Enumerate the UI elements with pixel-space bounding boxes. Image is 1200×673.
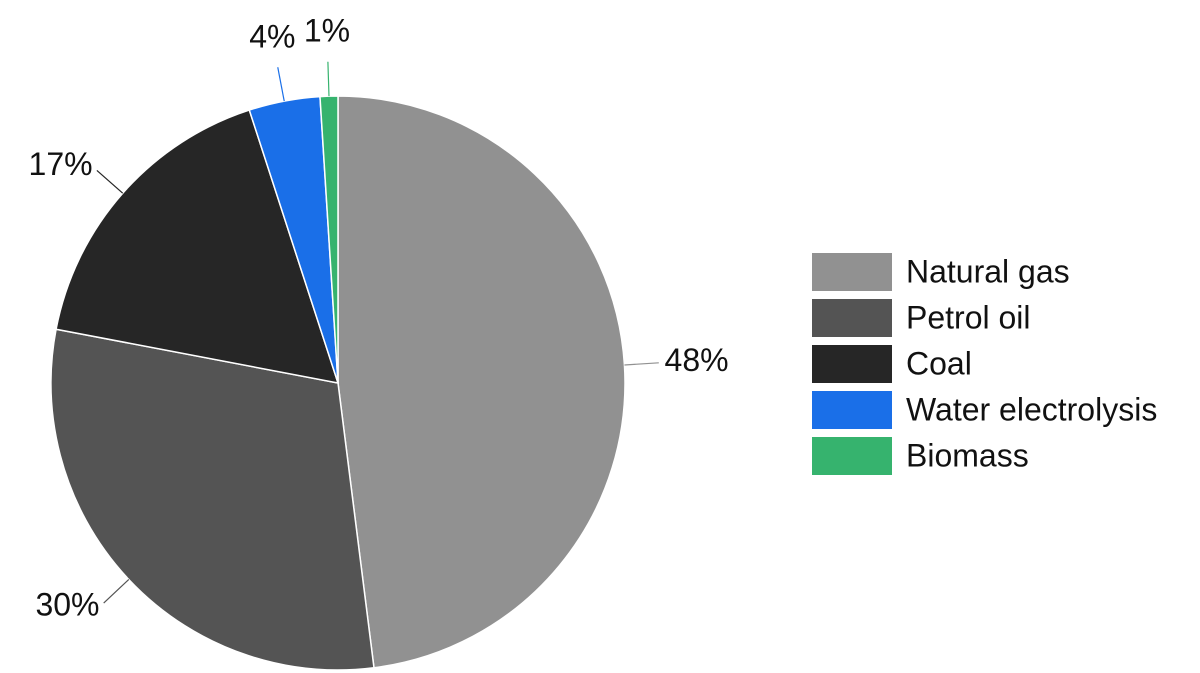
leader-line xyxy=(327,61,330,97)
legend-swatch xyxy=(812,299,892,337)
legend-swatch xyxy=(812,253,892,291)
legend-label: Coal xyxy=(906,345,972,381)
leader-line xyxy=(96,169,124,194)
pie-slice xyxy=(337,95,626,669)
data-label: 1% xyxy=(304,12,350,48)
data-label: 30% xyxy=(35,586,99,622)
pie-slice xyxy=(55,109,340,384)
leader-line xyxy=(277,67,285,102)
leader-line xyxy=(103,579,130,604)
data-label: 48% xyxy=(665,342,729,378)
legend-swatch xyxy=(812,345,892,383)
pie-slice xyxy=(50,328,375,671)
legend-label: Biomass xyxy=(906,437,1029,473)
legend-label: Natural gas xyxy=(906,253,1070,289)
legend-swatch xyxy=(812,391,892,429)
data-label: 17% xyxy=(29,146,93,182)
legend-label: Petrol oil xyxy=(906,299,1031,335)
legend-label: Water electrolysis xyxy=(906,391,1157,427)
legend-swatch xyxy=(812,437,892,475)
data-label: 4% xyxy=(249,19,295,55)
leader-line xyxy=(624,362,659,366)
